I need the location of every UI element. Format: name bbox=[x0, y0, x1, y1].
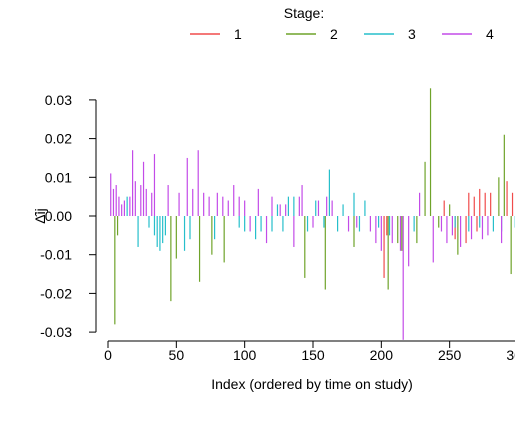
y-tick-label: 0.01 bbox=[45, 169, 72, 185]
bars bbox=[110, 88, 515, 340]
legend-label-3: 3 bbox=[408, 26, 416, 42]
y-tick-label: -0.02 bbox=[40, 285, 72, 301]
x-tick-label: 100 bbox=[233, 347, 257, 363]
x-tick-label: 150 bbox=[301, 347, 325, 363]
legend-label-1: 1 bbox=[234, 26, 242, 42]
legend-label-2: 2 bbox=[330, 26, 338, 42]
x-tick-label: 200 bbox=[370, 347, 394, 363]
axes: -0.03 -0.02 -0.01 0.00 0.01 0.02 0.03 0 50 100 150… bbox=[40, 92, 515, 363]
y-tick-label: 0.03 bbox=[45, 92, 72, 108]
x-tick-label: 250 bbox=[438, 347, 462, 363]
x-axis-label: Index (ordered by time on study) bbox=[211, 376, 413, 392]
legend-title: Stage: bbox=[284, 5, 324, 21]
legend: Stage: 1 2 3 4 bbox=[190, 5, 494, 42]
x-tick-label: 300 bbox=[506, 347, 515, 363]
y-tick-label: 0.00 bbox=[45, 208, 72, 224]
y-tick-label: -0.03 bbox=[40, 324, 72, 340]
y-tick-label: -0.01 bbox=[40, 247, 72, 263]
y-tick-label: 0.02 bbox=[45, 131, 72, 147]
legend-label-4: 4 bbox=[486, 26, 494, 42]
x-tick-label: 50 bbox=[169, 347, 185, 363]
y-axis-label: Δ̂ij bbox=[32, 208, 48, 224]
x-tick-label: 0 bbox=[104, 347, 112, 363]
